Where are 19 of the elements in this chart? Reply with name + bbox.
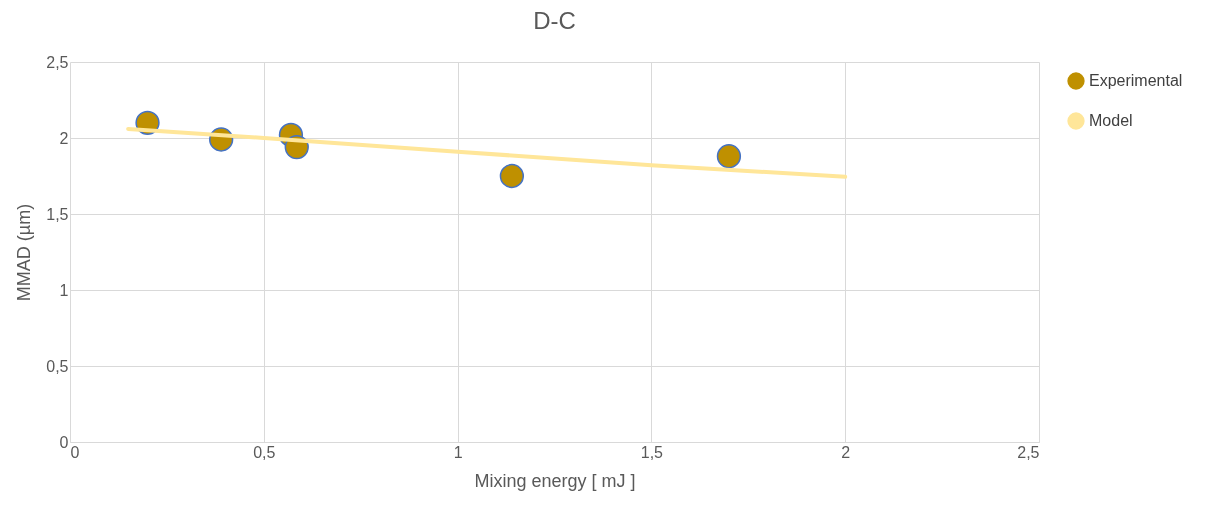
y-tick-label: 2,5 xyxy=(46,53,69,71)
x-tick-label: 1 xyxy=(453,443,463,461)
x-tick-label: 1,5 xyxy=(640,443,664,461)
legend-label: Model xyxy=(1089,112,1133,129)
x-tick-label: 0,5 xyxy=(253,443,276,461)
x-tick-label: 0 xyxy=(70,443,80,461)
line-series xyxy=(126,126,848,179)
x-tick-label: 2 xyxy=(841,443,851,461)
x-tick-label: 2,5 xyxy=(1017,443,1040,461)
y-tick-label: 0,5 xyxy=(46,357,69,375)
x-axis-title: Mixing energy [ mJ ] xyxy=(474,470,636,491)
point xyxy=(716,144,742,169)
y-tick-label: 2 xyxy=(59,129,69,147)
y-axis-title: MMAD (µm) xyxy=(14,203,35,302)
y-tick-label: 1,5 xyxy=(46,205,69,223)
legend-label: Experimental xyxy=(1089,72,1183,89)
point xyxy=(499,163,525,189)
y-tick-label: 1 xyxy=(59,281,69,299)
chart-title: D-C xyxy=(533,7,576,34)
